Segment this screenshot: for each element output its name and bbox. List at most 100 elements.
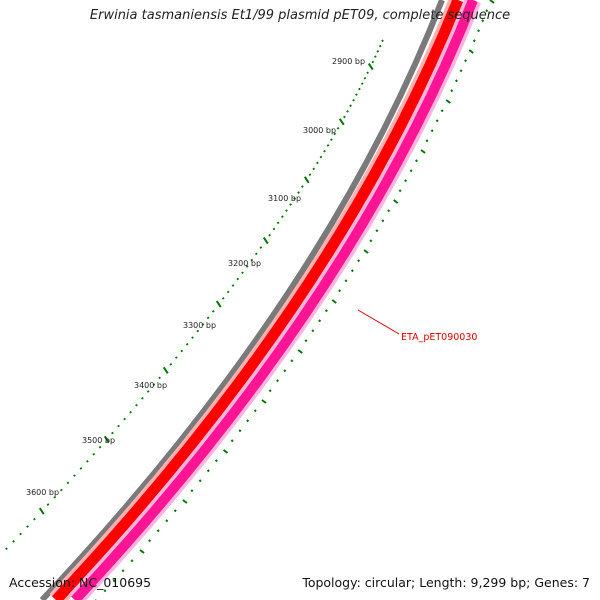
inner-tick: [481, 19, 485, 23]
inner-tick: [393, 199, 399, 204]
minor-tick: [259, 246, 263, 249]
major-tick: [103, 435, 110, 443]
minor-tick: [308, 173, 312, 176]
inner-tick: [420, 149, 426, 154]
accession-text: Accession: NC_010695: [9, 575, 152, 590]
inner-tick: [440, 109, 444, 113]
major-tick: [262, 237, 269, 245]
minor-tick: [206, 316, 210, 320]
topology-summary: Topology: circular; Length: 9,299 bp; Ge…: [302, 575, 590, 590]
minor-tick: [226, 290, 230, 294]
minor-tick: [221, 297, 225, 300]
minor-tick: [123, 417, 126, 421]
inner-tick: [450, 89, 454, 93]
inner-tick: [445, 99, 451, 104]
major-tick: [303, 176, 310, 184]
inner-tick: [324, 309, 328, 313]
minor-tick: [355, 93, 358, 96]
minor-tick: [185, 342, 189, 346]
inner-tick: [472, 39, 476, 43]
minor-tick: [245, 265, 249, 268]
inner-tick: [206, 469, 210, 473]
minor-tick: [281, 215, 284, 219]
minor-tick: [60, 488, 63, 492]
inner-tick: [375, 229, 379, 233]
minor-tick: [326, 144, 330, 147]
gene-label-eta-pet090030[interactable]: ETA_pET090030: [401, 332, 477, 343]
minor-tick: [79, 467, 83, 470]
inner-tick: [311, 329, 315, 333]
minor-tick: [135, 403, 138, 407]
minor-tick: [360, 82, 364, 85]
inner-tick: [173, 509, 177, 513]
inner-tick: [338, 289, 341, 293]
inner-tick: [398, 189, 402, 193]
minor-tick: [316, 161, 319, 165]
minor-tick: [319, 155, 323, 159]
minor-tick: [254, 252, 258, 256]
minor-tick: [111, 431, 114, 435]
minor-tick: [26, 525, 29, 528]
scale-ticks: 3600 bp 3500 bp 3400 bp 3300 bp 3200 bp 3100 …: [5, 0, 495, 600]
inner-tick: [246, 419, 250, 423]
minor-tick: [152, 383, 156, 386]
inner-tick: [222, 449, 229, 454]
minor-tick: [196, 329, 200, 333]
inner-tick: [290, 359, 294, 363]
minor-tick: [336, 126, 340, 130]
inner-tick: [344, 279, 348, 283]
inner-tick: [238, 429, 242, 433]
minor-tick: [19, 532, 22, 536]
inner-tick: [121, 569, 125, 573]
inner-tick: [268, 389, 272, 393]
forward-strand-halo: [49, 0, 467, 600]
inner-tick: [198, 479, 202, 483]
inner-tick: [415, 159, 418, 163]
inner-tick: [404, 179, 408, 183]
inner-tick: [156, 529, 160, 533]
inner-tick: [381, 219, 385, 223]
minor-tick: [180, 349, 184, 353]
minor-tick: [333, 132, 337, 136]
tick-label: 3100 bp: [268, 194, 301, 203]
inner-tick: [435, 119, 439, 123]
major-tick: [367, 63, 374, 71]
minor-tick: [158, 376, 161, 380]
outer-backbone-ring: [39, 0, 445, 600]
inner-tick: [276, 379, 279, 383]
minor-tick: [66, 481, 70, 485]
minor-tick: [12, 540, 15, 543]
inner-tick: [363, 249, 369, 254]
inner-tick: [430, 129, 434, 133]
tick-label: 2900 bp: [332, 57, 365, 66]
minor-tick: [5, 547, 8, 551]
tick-label: 3600 bp: [26, 488, 59, 497]
inner-tick: [485, 9, 489, 13]
inner-tick: [357, 259, 361, 263]
minor-tick: [46, 503, 50, 506]
tick-label: 3400 bp: [134, 381, 167, 390]
inner-tick: [425, 139, 429, 143]
reverse-strand-gene[interactable]: [71, 0, 478, 600]
inner-tick: [297, 349, 303, 354]
inner-tick: [304, 339, 308, 343]
inner-tick: [139, 549, 145, 554]
inner-tick: [369, 239, 373, 243]
minor-tick: [373, 55, 377, 58]
minor-tick: [191, 336, 194, 339]
minor-tick: [169, 363, 173, 366]
inner-tick: [454, 79, 458, 83]
minor-tick: [352, 98, 355, 102]
minor-tick: [349, 104, 352, 108]
inner-tick: [182, 499, 188, 504]
minor-tick: [201, 323, 205, 326]
minor-tick: [129, 410, 132, 414]
minor-tick: [86, 460, 89, 463]
minor-tick: [276, 221, 280, 225]
inner-tick: [283, 369, 287, 373]
inner-tick: [464, 59, 468, 63]
minor-tick: [231, 284, 235, 287]
forward-strand-gene[interactable]: [51, 0, 464, 600]
minor-tick: [301, 185, 304, 188]
